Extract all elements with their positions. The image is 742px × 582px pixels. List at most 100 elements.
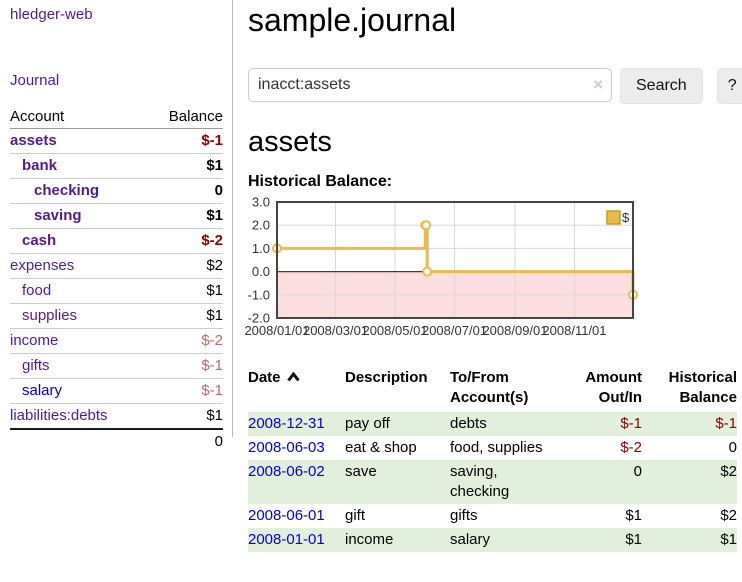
x-axis-tick-label: 2008/09/01	[482, 323, 547, 338]
transaction-accounts: saving, checking	[450, 463, 510, 500]
account-link-checking[interactable]: checking	[34, 182, 100, 199]
transaction-date-link[interactable]: 2008-12-31	[248, 415, 325, 432]
register-row: 2008-06-02 save saving, checking 0 $2	[248, 460, 737, 504]
legend-label: $	[622, 210, 630, 225]
transaction-description: pay off	[345, 415, 390, 432]
register-row: 2008-01-01 income salary $1 $1	[248, 528, 737, 552]
transaction-description: eat & shop	[345, 439, 417, 456]
account-link-saving[interactable]: saving	[34, 207, 82, 224]
account-balance: $-1	[146, 353, 223, 379]
clear-search-icon[interactable]: ×	[593, 75, 603, 94]
accounts-total-row: 0	[10, 428, 223, 453]
search-form: × Search ?	[248, 68, 742, 104]
account-balance: $-1	[201, 132, 223, 149]
account-link-supplies[interactable]: supplies	[22, 307, 78, 324]
account-row: supplies $1	[10, 303, 223, 329]
accounts-header-account: Account	[10, 105, 147, 129]
account-balance: $-2	[146, 228, 223, 254]
transaction-accounts: gifts	[450, 507, 478, 524]
y-axis-tick-label: 0.0	[252, 264, 270, 279]
account-balance: $1	[146, 403, 223, 429]
x-axis-tick-label: 2008/03/01	[303, 323, 368, 338]
account-row: cash $-2	[10, 228, 223, 254]
register-header-row: Date Description To/From Account(s) Amou…	[248, 366, 737, 412]
transaction-accounts: debts	[450, 415, 487, 432]
y-axis-tick-label: 2.0	[252, 218, 270, 233]
transaction-amount: $1	[625, 507, 642, 524]
account-balance: $1	[146, 278, 223, 304]
register-header-date[interactable]: Date	[248, 366, 345, 412]
y-axis-tick-label: 3.0	[252, 195, 270, 210]
transaction-date-link[interactable]: 2008-06-01	[248, 507, 325, 524]
account-row: income $-2	[10, 328, 223, 354]
account-link-food[interactable]: food	[22, 282, 52, 299]
account-balance: $1	[146, 203, 223, 229]
transaction-description: gift	[345, 507, 366, 524]
accounts-header-balance: Balance	[146, 105, 223, 129]
register-header-description: Description	[345, 369, 428, 386]
register-header-accounts: To/From Account(s)	[450, 369, 529, 406]
search-button[interactable]: Search	[620, 68, 703, 104]
account-row: expenses $2	[10, 253, 223, 279]
transaction-date-link[interactable]: 2008-06-02	[248, 463, 325, 480]
sort-ascending-icon	[286, 368, 300, 388]
register-table: Date Description To/From Account(s) Amou…	[248, 366, 737, 552]
transaction-amount: $-1	[620, 415, 642, 432]
search-help-button[interactable]: ?	[716, 68, 742, 104]
y-axis-tick-label: -1.0	[248, 287, 270, 302]
account-link-expenses[interactable]: expenses	[10, 257, 75, 274]
search-input[interactable]	[248, 68, 612, 102]
account-heading: assets	[248, 126, 332, 158]
transaction-amount: 0	[633, 463, 642, 480]
transaction-accounts: food, supplies	[450, 439, 543, 456]
account-link-bank[interactable]: bank	[22, 157, 58, 174]
data-point-marker	[422, 266, 433, 277]
x-axis-tick-label: 2008/05/01	[362, 323, 427, 338]
y-axis-tick-label: 1.0	[252, 241, 270, 256]
legend-swatch	[606, 210, 621, 225]
brand-link[interactable]: hledger-web	[10, 6, 93, 23]
account-row: assets $-1	[10, 129, 223, 154]
data-point-marker	[421, 220, 432, 231]
page-title: sample.journal	[248, 2, 457, 38]
plot-border	[276, 201, 634, 319]
account-link-cash[interactable]: cash	[22, 232, 57, 249]
transaction-date-link[interactable]: 2008-06-03	[248, 439, 325, 456]
account-balance: $1	[146, 153, 223, 179]
accounts-total-value: 0	[146, 428, 223, 453]
x-axis-tick-label: 2008/11/01	[542, 323, 606, 338]
account-balance: $1	[146, 303, 223, 329]
chart-heading: Historical Balance:	[248, 173, 393, 190]
transaction-amount: $-2	[620, 439, 642, 456]
historical-balance-chart: $3.0 2.0 1.0 0.0 -1.0 -2.02008/01/012008/03/0…	[244, 195, 638, 338]
transaction-balance: $2	[720, 463, 737, 480]
x-axis-tick-label: 2008/01/01	[244, 323, 309, 338]
y-axis-tick-label: -2.0	[248, 311, 270, 326]
account-balance: $-2	[146, 328, 223, 354]
account-link-gifts[interactable]: gifts	[22, 357, 50, 374]
account-row: saving $1	[10, 203, 223, 229]
register-header-balance: Historical Balance	[668, 369, 737, 406]
sidebar-divider	[232, 0, 233, 437]
accounts-table: Account Balance assets $-1 bank $1 checking 0…	[10, 105, 223, 453]
account-link-liabilities-debts[interactable]: liabilities:debts	[10, 407, 108, 424]
account-link-assets[interactable]: assets	[10, 132, 57, 149]
transaction-balance: 0	[728, 439, 737, 456]
account-link-income[interactable]: income	[10, 332, 59, 349]
account-row: food $1	[10, 278, 223, 304]
transaction-balance: $-1	[715, 415, 737, 432]
account-row: liabilities:debts $1	[10, 403, 223, 429]
sidebar-item-journal[interactable]: Journal	[10, 72, 60, 89]
transaction-accounts: salary	[450, 531, 491, 548]
account-balance: $-1	[146, 378, 223, 404]
main-content: sample.journal × Search ? assets Histori…	[233, 0, 742, 582]
register-row: 2008-12-31 pay off debts $-1 $-1	[248, 412, 737, 436]
transaction-balance: $2	[720, 507, 737, 524]
transaction-date-link[interactable]: 2008-01-01	[248, 531, 325, 548]
account-row: salary $-1	[10, 378, 223, 404]
register-row: 2008-06-01 gift gifts $1 $2	[248, 504, 737, 528]
transaction-balance: $1	[720, 531, 737, 548]
register-row: 2008-06-03 eat & shop food, supplies $-2 0	[248, 436, 737, 460]
account-link-salary[interactable]: salary	[22, 382, 63, 399]
account-row: bank $1	[10, 153, 223, 179]
